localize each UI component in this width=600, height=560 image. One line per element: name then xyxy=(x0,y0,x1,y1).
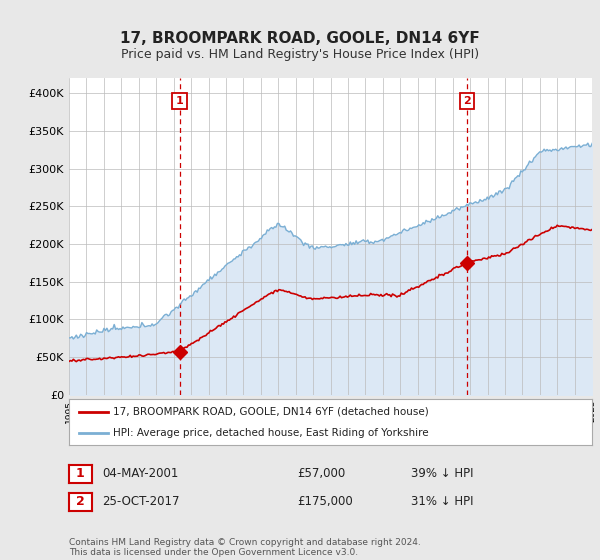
Text: 17, BROOMPARK ROAD, GOOLE, DN14 6YF (detached house): 17, BROOMPARK ROAD, GOOLE, DN14 6YF (det… xyxy=(113,407,429,417)
Text: 1: 1 xyxy=(176,96,184,106)
Text: 2: 2 xyxy=(76,495,85,508)
Text: £57,000: £57,000 xyxy=(297,467,345,480)
Text: 25-OCT-2017: 25-OCT-2017 xyxy=(102,495,179,508)
Text: Price paid vs. HM Land Registry's House Price Index (HPI): Price paid vs. HM Land Registry's House … xyxy=(121,48,479,60)
Text: 39% ↓ HPI: 39% ↓ HPI xyxy=(411,467,473,480)
Text: 2: 2 xyxy=(463,96,471,106)
Text: 17, BROOMPARK ROAD, GOOLE, DN14 6YF: 17, BROOMPARK ROAD, GOOLE, DN14 6YF xyxy=(120,31,480,46)
Text: HPI: Average price, detached house, East Riding of Yorkshire: HPI: Average price, detached house, East… xyxy=(113,428,429,438)
Text: 31% ↓ HPI: 31% ↓ HPI xyxy=(411,495,473,508)
Text: 1: 1 xyxy=(76,467,85,480)
Text: 04-MAY-2001: 04-MAY-2001 xyxy=(102,467,178,480)
Text: Contains HM Land Registry data © Crown copyright and database right 2024.
This d: Contains HM Land Registry data © Crown c… xyxy=(69,538,421,557)
Text: £175,000: £175,000 xyxy=(297,495,353,508)
